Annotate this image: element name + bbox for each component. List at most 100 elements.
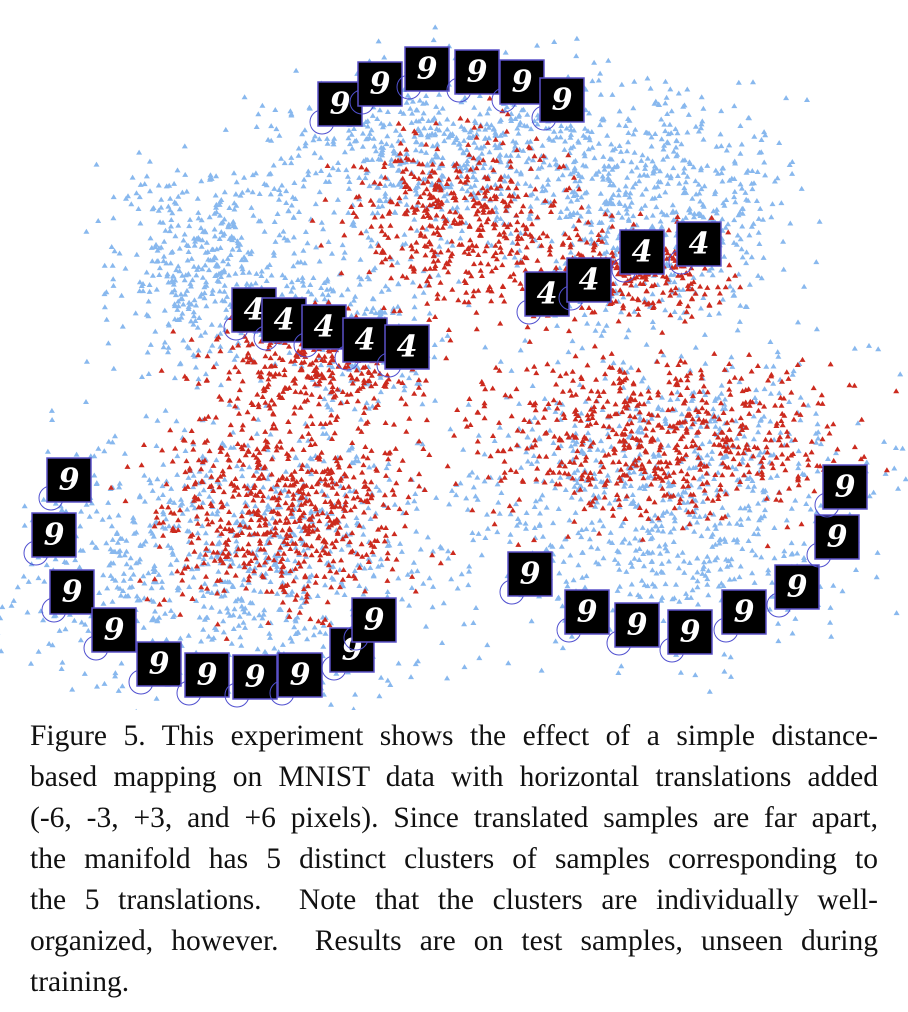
blue-point: [188, 301, 195, 307]
blue-point: [622, 202, 628, 208]
blue-point: [709, 448, 716, 454]
red-point: [452, 209, 459, 215]
blue-point: [73, 451, 80, 457]
blue-point: [659, 512, 666, 518]
blue-point: [662, 100, 669, 106]
blue-point: [751, 180, 757, 186]
blue-point: [743, 169, 750, 175]
blue-point: [688, 397, 695, 403]
red-point: [321, 375, 328, 381]
blue-point: [746, 507, 753, 513]
blue-point: [676, 504, 683, 510]
red-point: [612, 298, 619, 304]
blue-point: [459, 228, 465, 233]
blue-point: [43, 562, 50, 568]
blue-point: [216, 480, 223, 486]
blue-point: [643, 129, 650, 135]
blue-point: [447, 426, 454, 432]
blue-point: [881, 438, 888, 444]
blue-point: [739, 546, 746, 551]
blue-point: [496, 153, 502, 159]
blue-point: [346, 488, 353, 494]
red-point: [321, 573, 328, 579]
blue-point: [288, 591, 295, 597]
blue-point: [136, 194, 143, 200]
blue-point: [394, 303, 401, 309]
blue-point: [557, 416, 564, 422]
blue-point: [749, 168, 756, 173]
red-point: [293, 352, 300, 358]
blue-point: [377, 556, 384, 562]
blue-point: [198, 638, 205, 644]
blue-point: [233, 281, 240, 287]
blue-point: [470, 173, 477, 179]
blue-point: [80, 547, 86, 553]
red-point: [328, 389, 334, 395]
blue-point: [279, 641, 286, 647]
red-point: [628, 282, 635, 288]
blue-point: [718, 143, 725, 149]
blue-point: [347, 301, 354, 307]
red-point: [681, 318, 688, 324]
blue-point: [205, 633, 212, 639]
red-point: [685, 303, 691, 309]
blue-point: [78, 508, 85, 514]
blue-point: [581, 150, 588, 156]
blue-point: [493, 145, 500, 151]
blue-point: [696, 190, 703, 196]
blue-point: [827, 604, 834, 610]
blue-point: [388, 142, 395, 148]
blue-point: [583, 573, 590, 579]
blue-point: [650, 324, 657, 330]
red-point: [479, 185, 486, 191]
blue-point: [425, 118, 432, 123]
blue-point: [116, 552, 123, 558]
blue-point: [522, 180, 529, 186]
red-point: [560, 163, 567, 169]
blue-point: [211, 233, 218, 239]
blue-point: [692, 672, 699, 678]
blue-point: [529, 426, 536, 432]
blue-point: [534, 195, 540, 201]
blue-point: [308, 572, 315, 578]
red-point: [350, 495, 357, 501]
red-point: [229, 344, 236, 350]
blue-point: [657, 179, 664, 185]
blue-point: [217, 245, 224, 250]
blue-point: [188, 255, 195, 261]
blue-point: [148, 617, 155, 623]
red-point: [259, 394, 266, 399]
blue-point: [727, 283, 734, 289]
blue-point: [674, 396, 681, 402]
red-point: [350, 474, 357, 480]
blue-point: [648, 593, 655, 599]
blue-point: [248, 281, 255, 287]
blue-point: [483, 121, 490, 127]
blue-point: [368, 308, 375, 314]
blue-point: [761, 159, 768, 165]
blue-point: [696, 484, 703, 490]
blue-point: [863, 459, 870, 465]
red-point: [213, 336, 220, 342]
red-point: [503, 203, 510, 209]
blue-point: [129, 174, 136, 180]
blue-point: [761, 413, 767, 419]
blue-point: [505, 660, 512, 666]
blue-point: [815, 435, 822, 441]
blue-point: [182, 448, 189, 453]
blue-point: [325, 404, 332, 410]
blue-point: [702, 392, 709, 397]
blue-point: [704, 553, 711, 559]
red-point: [276, 517, 283, 523]
blue-point: [177, 296, 184, 302]
blue-point: [362, 175, 369, 181]
blue-point: [630, 498, 637, 504]
blue-point: [429, 130, 436, 136]
red-point: [482, 193, 489, 199]
blue-point: [466, 568, 472, 574]
red-point: [464, 117, 471, 123]
blue-point: [121, 552, 128, 558]
blue-point: [636, 178, 643, 184]
blue-point: [545, 404, 552, 410]
blue-point: [225, 224, 232, 230]
